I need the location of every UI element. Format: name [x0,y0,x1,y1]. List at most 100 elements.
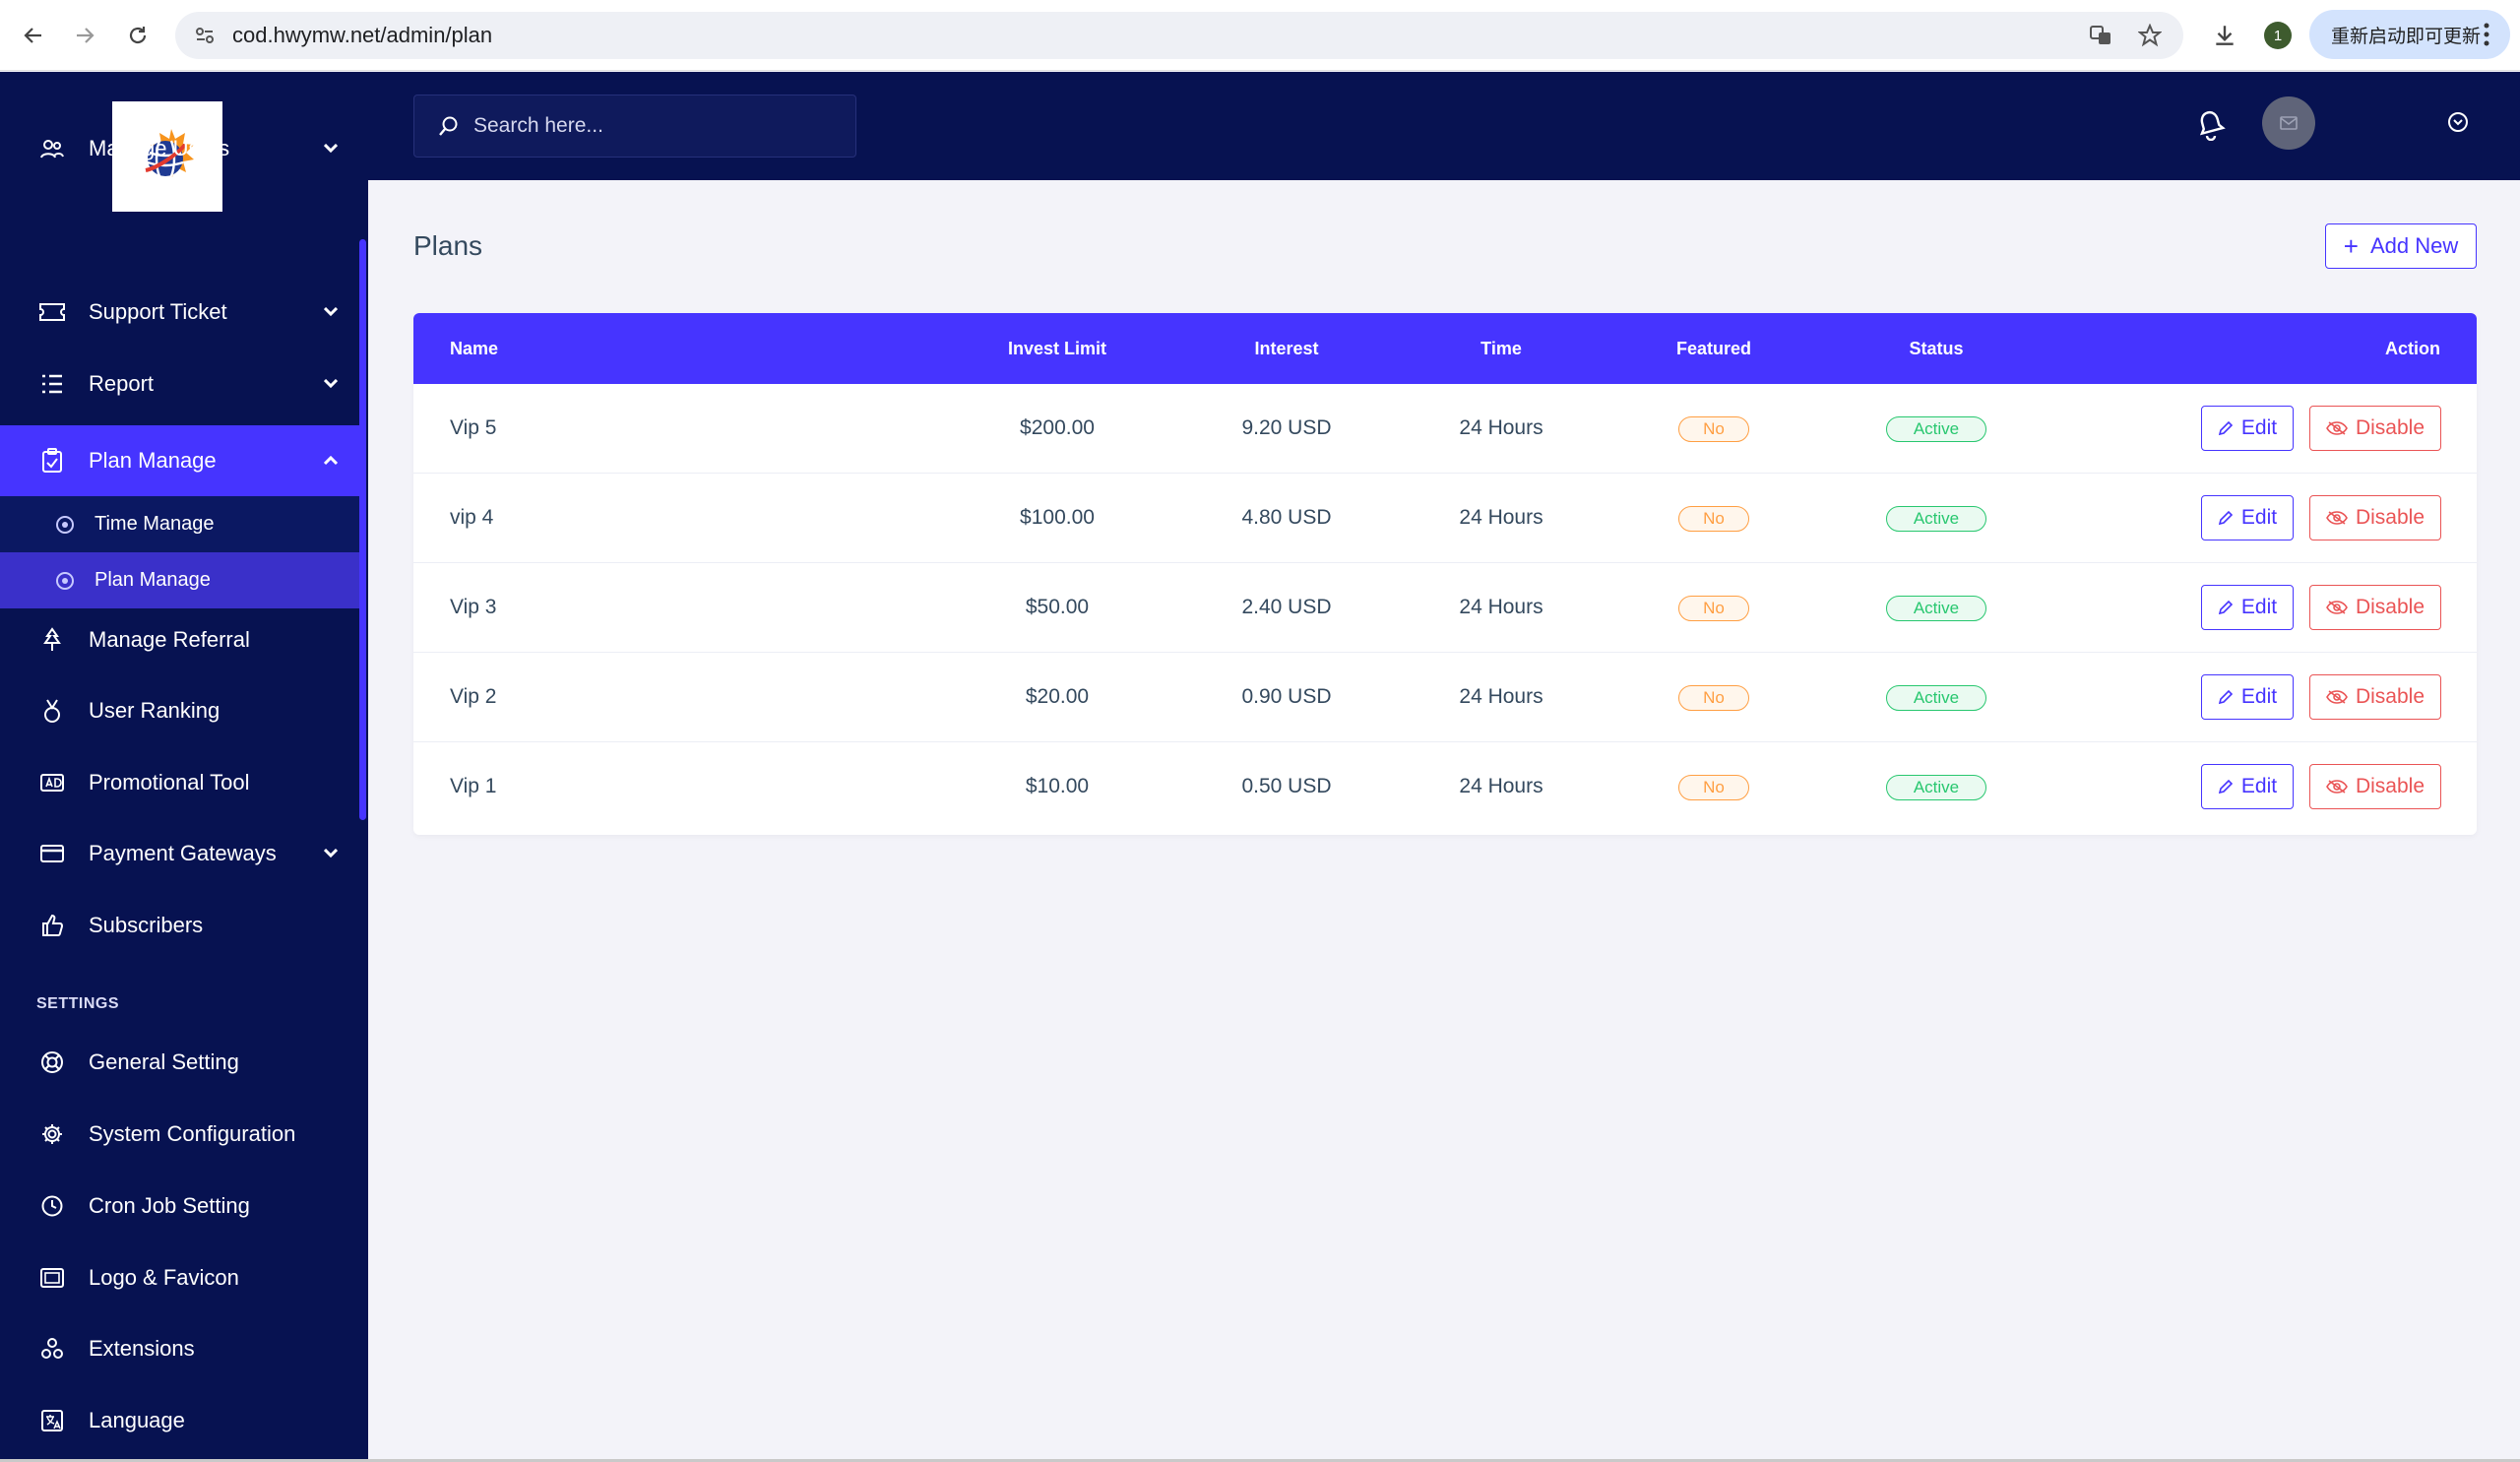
edit-button[interactable]: Edit [2201,585,2294,630]
time: 24 Hours [1459,775,1544,797]
featured-badge: No [1678,416,1749,442]
bookmark-star-icon[interactable] [2132,18,2168,53]
sidebar-item-language[interactable]: Language [0,1385,359,1456]
dot-circle-icon [56,571,74,590]
submenu-item-time-manage[interactable]: Time Manage [0,496,359,552]
chevron-up-icon [321,451,341,471]
eye-slash-icon [2326,511,2348,525]
search-icon [436,113,462,139]
site-settings-icon[interactable] [187,18,222,53]
edit-label: Edit [2240,416,2278,439]
sidebar-scrollbar[interactable] [359,239,366,820]
user-avatar[interactable] [2262,96,2315,150]
plan-name: Vip 1 [450,775,497,797]
status-badge: Active [1886,685,1986,711]
download-button[interactable] [2205,16,2244,55]
search-input[interactable] [473,114,838,138]
submenu-item-label: Plan Manage [94,569,211,591]
pencil-icon [2218,600,2234,615]
translate-icon[interactable] [2083,18,2118,53]
add-new-button[interactable]: + Add New [2325,223,2477,269]
column-header-name: Name [450,339,499,358]
back-button[interactable] [14,16,53,55]
edit-label: Edit [2240,506,2278,529]
profile-avatar[interactable]: 1 [2264,22,2292,49]
disable-label: Disable [2355,685,2426,708]
pencil-icon [2218,689,2234,705]
list-icon [37,369,67,399]
gear-icon [37,1119,67,1149]
column-header-action: Action [2385,339,2440,358]
column-header-time: Time [1480,339,1522,358]
search-box[interactable] [413,95,856,158]
sidebar-item-extensions[interactable]: Extensions [0,1313,359,1384]
clock-icon [37,1191,67,1221]
sidebar-item-support-ticket[interactable]: Support Ticket [0,277,359,348]
disable-button[interactable]: Disable [2309,585,2441,630]
edit-button[interactable]: Edit [2201,764,2294,809]
plans-table: Name Invest Limit Interest Time Featured… [413,313,2477,835]
pencil-icon [2218,510,2234,526]
sidebar: Manage Users Support Ticket Report Plan … [0,72,368,1462]
sidebar-item-cron-job-setting[interactable]: Cron Job Setting [0,1171,359,1241]
sidebar-item-label: Language [89,1408,185,1432]
ad-icon [37,768,67,797]
sidebar-item-label: Subscribers [89,913,204,937]
sidebar-item-manage-referral[interactable]: Manage Referral [0,604,359,675]
notification-button[interactable] [2191,105,2231,145]
sidebar-item-promotional-tool[interactable]: Promotional Tool [0,747,359,818]
edit-button[interactable]: Edit [2201,495,2294,540]
disable-button[interactable]: Disable [2309,406,2441,451]
arrow-left-icon [24,28,41,43]
user-dropdown-toggle[interactable] [2445,109,2471,135]
chevron-down-icon [321,302,341,322]
plan-name: Vip 3 [450,596,497,618]
status-badge: Active [1886,775,1986,800]
top-navbar [368,72,2520,180]
sidebar-item-user-ranking[interactable]: User Ranking [0,675,359,746]
submenu-item-plan-manage[interactable]: Plan Manage [0,552,359,608]
edit-button[interactable]: Edit [2201,674,2294,720]
chevron-down-icon [321,844,341,863]
sidebar-item-system-configuration[interactable]: System Configuration [0,1099,359,1170]
sidebar-item-label: System Configuration [89,1121,296,1146]
eye-slash-icon [2326,780,2348,794]
sidebar-item-label: Payment Gateways [89,841,277,865]
edit-button[interactable]: Edit [2201,406,2294,451]
url-text: cod.hwymw.net/admin/plan [232,23,493,47]
pencil-icon [2218,779,2234,795]
status-badge: Active [1886,506,1986,532]
column-header-status: Status [1909,339,1964,358]
sidebar-item-label: Cron Job Setting [89,1193,250,1218]
eye-slash-icon [2326,690,2348,704]
page-title: Plans [413,230,483,261]
language-icon [37,1406,67,1435]
disable-button[interactable]: Disable [2309,764,2441,809]
sidebar-item-general-setting[interactable]: General Setting [0,1027,359,1098]
forward-button[interactable] [65,16,104,55]
sidebar-item-plan-manage[interactable]: Plan Manage [0,425,359,496]
logo[interactable] [112,101,222,212]
sidebar-item-logo-favicon[interactable]: Logo & Favicon [0,1242,359,1313]
disable-button[interactable]: Disable [2309,495,2441,540]
sidebar-item-report[interactable]: Report [0,349,359,419]
reload-button[interactable] [118,16,158,55]
table-row: Vip 3 $50.00 2.40 USD 24 Hours No Active… [413,563,2477,653]
sidebar-item-manage-users[interactable]: Manage Users [0,113,359,184]
sidebar-item-subscribers[interactable]: Subscribers [0,890,359,961]
kebab-menu-icon [2484,23,2489,46]
interest: 2.40 USD [1241,596,1332,618]
time: 24 Hours [1459,506,1544,529]
disable-button[interactable]: Disable [2309,674,2441,720]
featured-badge: No [1678,596,1749,621]
interest: 0.50 USD [1241,775,1332,797]
download-icon [2216,26,2234,45]
address-bar[interactable]: cod.hwymw.net/admin/plan [175,12,2183,59]
edit-label: Edit [2240,596,2278,618]
column-header-featured: Featured [1675,339,1752,358]
sidebar-item-payment-gateways[interactable]: Payment Gateways [0,818,359,889]
plan-name: Vip 5 [450,416,497,439]
chevron-down-icon [321,374,341,394]
table-row: Vip 5 $200.00 9.20 USD 24 Hours No Activ… [413,384,2477,474]
update-button[interactable]: 重新启动即可更新 [2309,10,2510,59]
